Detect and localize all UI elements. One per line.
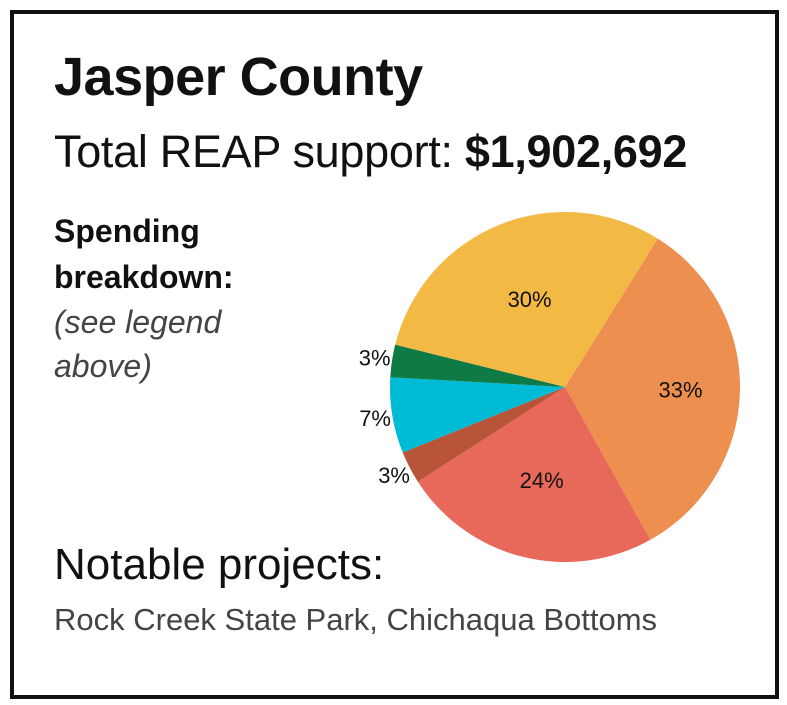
pie-slice (565, 238, 741, 540)
support-line: Total REAP support: $1,902,692 (54, 126, 687, 178)
pie-slice (390, 344, 565, 387)
projects-heading: Notable projects: (54, 540, 385, 589)
pie-slice (417, 387, 651, 563)
spending-pie-chart: 33% 24% 3% 7% 3% 30% (359, 211, 741, 563)
pie-slice-label: 3% (378, 463, 410, 488)
pie-slice-label: 7% (359, 406, 391, 431)
county-card: Jasper County Total REAP support: $1,902… (10, 10, 779, 699)
breakdown-note: (see legend above) (54, 304, 222, 384)
pie-slice (389, 377, 565, 453)
pie-slice (395, 211, 658, 387)
pie-slice-label: 24% (520, 468, 564, 493)
pie-labels: 33% 24% 3% 7% 3% 30% (359, 287, 703, 493)
breakdown-heading: Spending breakdown: (54, 213, 234, 295)
pie-slice (402, 387, 565, 482)
support-label: Total REAP support: (54, 126, 465, 177)
pie-slice-label: 33% (658, 377, 702, 402)
support-amount: $1,902,692 (464, 126, 688, 177)
pie-slice-label: 30% (508, 287, 552, 312)
county-title: Jasper County (54, 47, 423, 107)
pie-slice-label: 3% (359, 346, 391, 371)
pie-slices (389, 211, 741, 563)
projects-list: Rock Creek State Park, Chichaqua Bottoms (54, 602, 658, 637)
